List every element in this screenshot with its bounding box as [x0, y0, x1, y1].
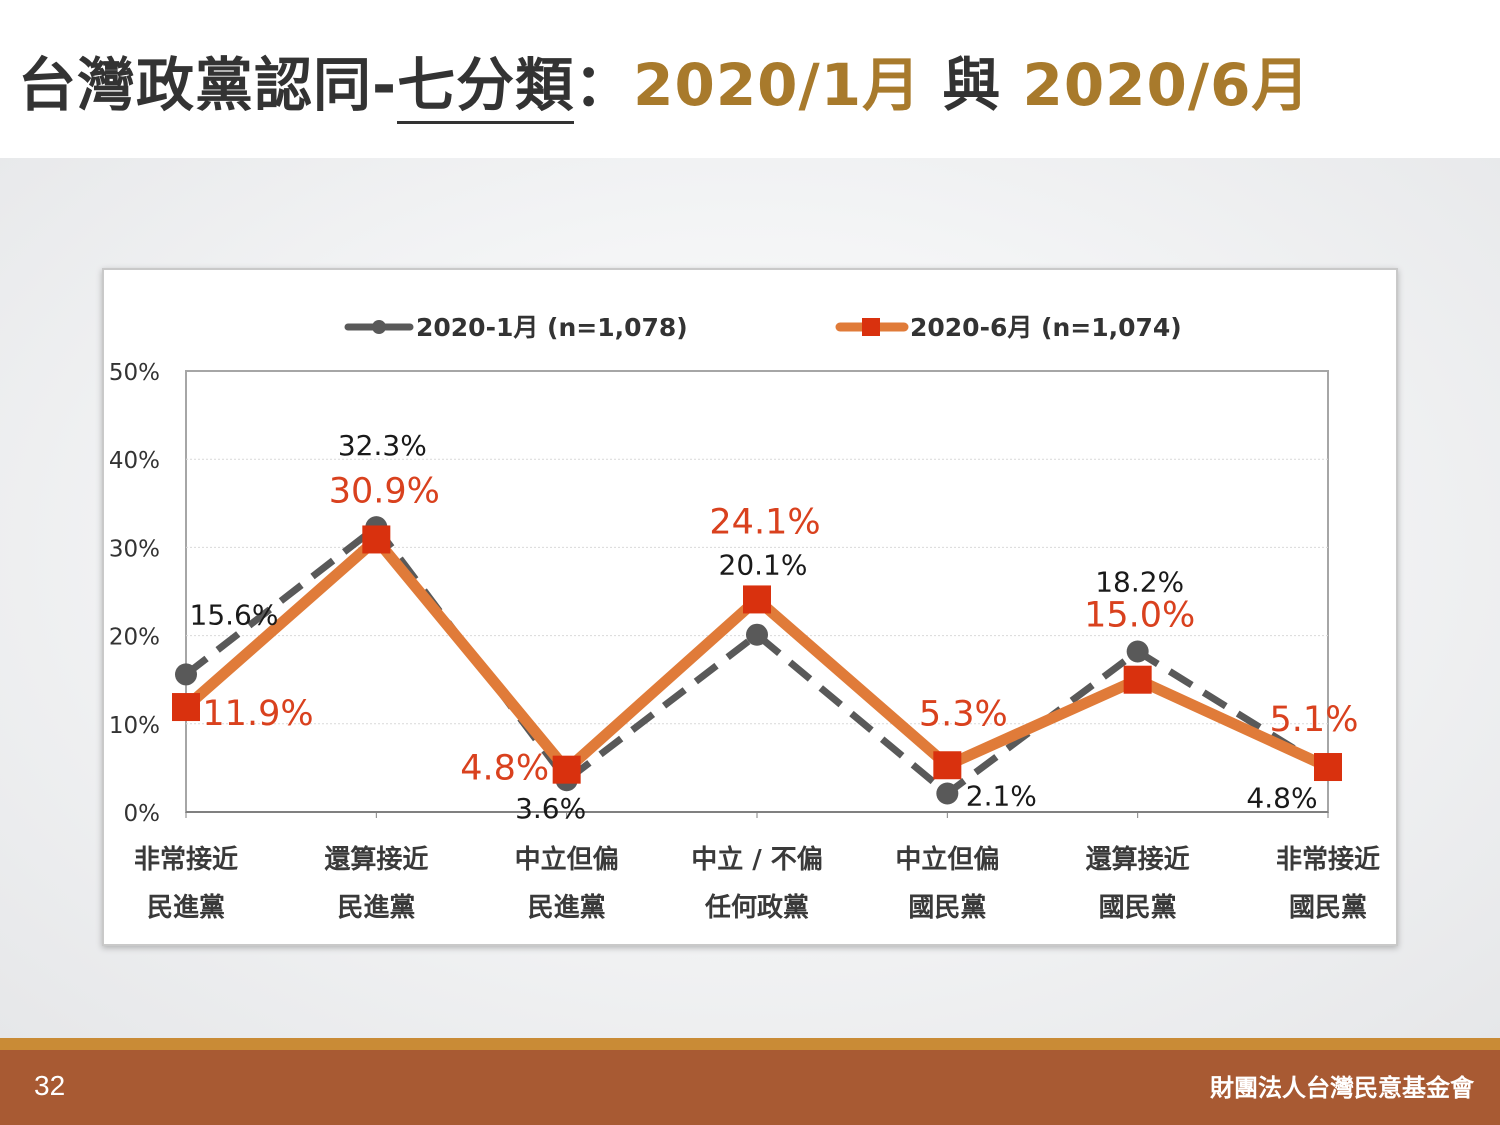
slide-title: 台灣政黨認同-七分類：2020/1月 與 2020/6月: [18, 38, 1311, 124]
x-category-label: 非常接近: [134, 845, 238, 875]
y-tick-label: 50%: [109, 360, 160, 386]
title-separator: ：: [574, 51, 634, 119]
y-tick-label: 20%: [109, 625, 160, 651]
legend-jun-label: 2020-6月 (n=1,074): [910, 313, 1182, 342]
series-jan-data-label: 3.6%: [515, 792, 586, 825]
series-jan-point: [746, 623, 768, 646]
series-jun-point: [933, 751, 962, 780]
series-jun-point: [743, 585, 771, 614]
page-number: 32: [34, 1070, 66, 1101]
series-jun-data-label: 4.8%: [460, 749, 549, 789]
series-jun-point: [1314, 753, 1342, 782]
series-jun-point: [362, 525, 391, 554]
series-jun-data-label: 15.0%: [1084, 596, 1195, 636]
title-period-a: 2020/1月: [633, 51, 922, 119]
title-connector: 與: [921, 51, 1023, 119]
title-prefix: 台灣政黨認同-: [18, 51, 398, 119]
title-underlined: 七分類: [397, 51, 575, 124]
y-tick-label: 40%: [109, 448, 160, 474]
series-jan-data-label: 20.1%: [719, 549, 808, 582]
series-jun-data-label: 5.3%: [919, 694, 1008, 734]
legend-jun-marker: [862, 318, 880, 336]
series-jun-point: [1123, 665, 1152, 694]
y-tick-label: 30%: [109, 536, 160, 562]
x-category-label: 國民黨: [908, 893, 986, 923]
series-jan-data-label: 18.2%: [1095, 565, 1184, 598]
series-jan-data-label: 15.6%: [190, 598, 279, 631]
organization-name: 財團法人台灣民意基金會: [1210, 1074, 1474, 1102]
legend-jan-label: 2020-1月 (n=1,078): [416, 313, 688, 342]
series-jun-data-label: 24.1%: [709, 502, 820, 542]
series-jan-point: [1126, 640, 1149, 663]
x-category-label: 民進黨: [337, 893, 415, 923]
x-category-label: 任何政黨: [704, 892, 809, 923]
series-jan-data-label: 2.1%: [966, 779, 1037, 812]
footer-accent-line: [0, 1038, 1500, 1050]
series-jun-point: [172, 693, 200, 722]
series-jan-data-label: 4.8%: [1246, 782, 1317, 815]
chart-frame: 0% 10% 20% 30% 40% 50% 非常接近民進黨 還算接近民進黨 中立但偏民進黨 中立…: [102, 268, 1398, 946]
title-period-b: 2020/6月: [1022, 51, 1311, 119]
series-jun-data-label: 30.9%: [329, 471, 440, 511]
x-category-label: 中立但偏: [515, 844, 619, 875]
x-category-label: 還算接近: [1086, 844, 1190, 875]
x-category-label: 國民黨: [1289, 893, 1367, 923]
series-jan-point: [175, 663, 197, 686]
series-jan-data-label: 32.3%: [338, 429, 427, 462]
x-category-label: 非常接近: [1276, 845, 1380, 875]
x-category-label: 還算接近: [324, 844, 428, 875]
legend-jan-marker: [372, 320, 386, 334]
series-jun-data-label: 5.1%: [1270, 700, 1359, 740]
footer-bar: [0, 1050, 1500, 1125]
x-category-label: 國民黨: [1099, 893, 1177, 923]
series-jun-data-label: 11.9%: [202, 694, 313, 734]
x-category-label: 民進黨: [528, 893, 606, 923]
x-category-label: 中立但偏: [895, 844, 999, 875]
series-jan-point: [936, 782, 959, 805]
x-category-label: 中立 / 不偏: [691, 844, 823, 875]
y-tick-label: 10%: [109, 713, 160, 739]
series-jun-point: [552, 755, 581, 784]
x-category-label: 民進黨: [147, 893, 225, 923]
title-bar: 台灣政黨認同-七分類：2020/1月 與 2020/6月: [0, 0, 1500, 158]
y-tick-label: 0%: [124, 801, 161, 827]
